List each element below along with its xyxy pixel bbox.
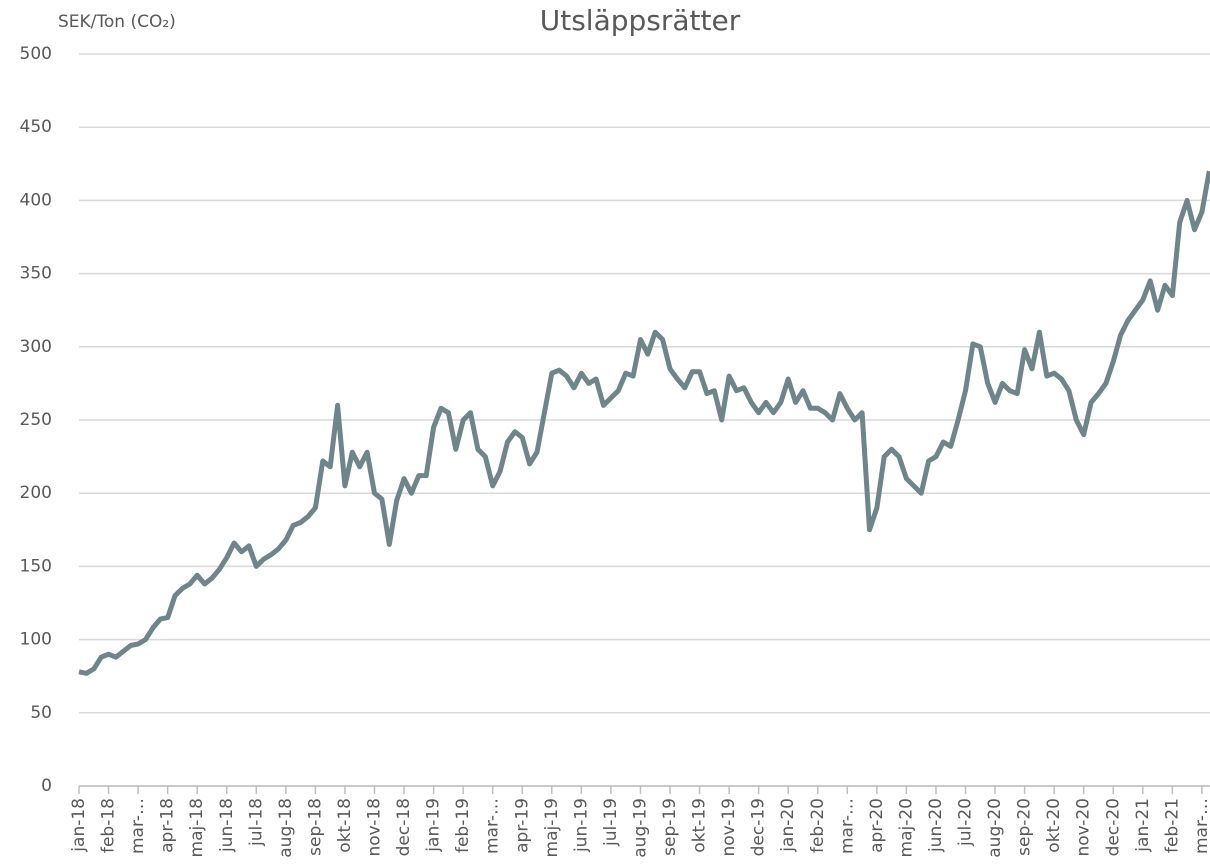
x-tick-label: maj-18 <box>187 798 207 857</box>
y-tick-label: 450 <box>20 117 52 137</box>
x-tick-label: jan-20 <box>778 798 798 853</box>
y-tick-label: 250 <box>20 410 52 430</box>
x-tick-label: dec-19 <box>749 798 769 856</box>
x-tick-label: nov-20 <box>1074 798 1094 857</box>
x-tick-label: jan-21 <box>1133 798 1153 853</box>
x-tick-label: okt-20 <box>1044 798 1064 853</box>
x-tick-label: aug-18 <box>276 798 296 858</box>
x-tick-label: maj-20 <box>896 798 916 857</box>
x-tick-label: jun-18 <box>217 798 237 853</box>
y-tick-label: 150 <box>20 556 52 576</box>
x-tick-label: jul-20 <box>956 798 976 847</box>
x-tick-label: jan-19 <box>424 798 444 853</box>
y-tick-label: 350 <box>20 264 52 284</box>
x-tick-label: jun-20 <box>926 798 946 853</box>
x-tick-label: feb-18 <box>99 798 119 853</box>
x-tick-label: apr-18 <box>158 798 178 853</box>
x-tick-label: feb-21 <box>1162 798 1182 853</box>
y-tick-label: 500 <box>20 44 52 64</box>
x-tick-label: apr-20 <box>867 798 887 853</box>
x-tick-label: mar-… <box>837 798 857 854</box>
x-tick-label: jul-18 <box>246 798 266 847</box>
x-tick-label: dec-20 <box>1103 798 1123 856</box>
line <box>78 170 1210 676</box>
x-tick-label: mar-… <box>1192 798 1210 854</box>
y-axis-label: SEK/Ton (CO₂) <box>58 12 176 32</box>
y-tick-label: 400 <box>20 190 52 210</box>
y-tick-label: 200 <box>20 483 52 503</box>
chart-title: Utsläppsrätter <box>540 4 741 37</box>
x-tick-label: jun-19 <box>571 798 591 853</box>
x-tick-label: mar-… <box>128 798 148 854</box>
x-tick-label: jul-19 <box>601 798 621 847</box>
x-tick-label: okt-18 <box>335 798 355 853</box>
x-tick-label: aug-19 <box>630 798 650 858</box>
y-tick-label: 300 <box>20 337 52 357</box>
x-tick-label: dec-18 <box>394 798 414 856</box>
x-tick-label: okt-19 <box>690 798 710 853</box>
y-tick-label: 50 <box>30 703 52 723</box>
y-tick-label: 100 <box>20 630 52 650</box>
x-tick-label: mar-… <box>483 798 503 854</box>
x-tick-label: sep-19 <box>660 798 680 856</box>
x-tick-label: sep-18 <box>305 798 325 856</box>
x-tick-label: feb-20 <box>808 798 828 853</box>
x-tick-label: maj-19 <box>542 798 562 857</box>
x-tick-label: feb-19 <box>453 798 473 853</box>
x-tick-label: jan-18 <box>69 798 89 853</box>
x-tick-label: aug-20 <box>985 798 1005 858</box>
x-tick-label: apr-19 <box>512 798 532 853</box>
x-tick-label: nov-19 <box>719 798 739 857</box>
x-tick-label: nov-18 <box>365 798 385 857</box>
x-tick-label: sep-20 <box>1015 798 1035 856</box>
y-tick-label: 0 <box>41 776 52 796</box>
